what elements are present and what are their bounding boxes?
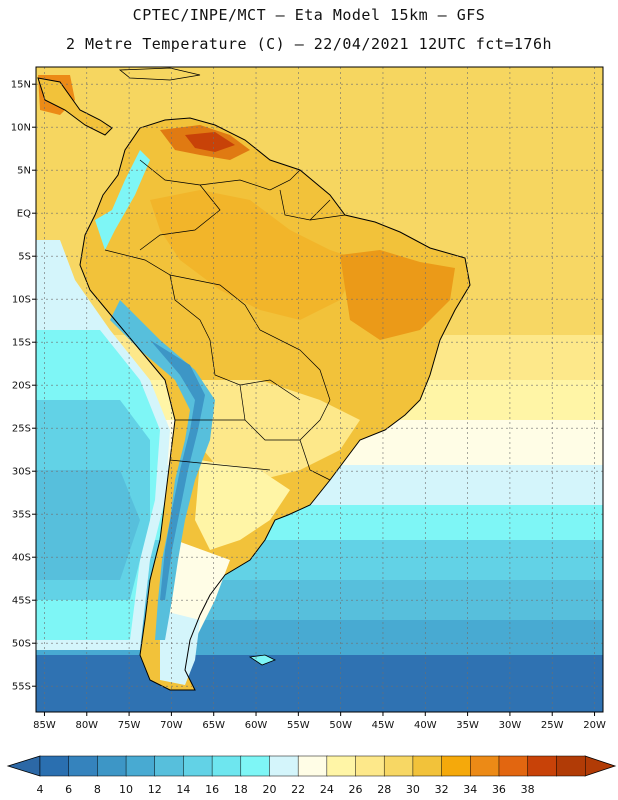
lat-label: 5S bbox=[18, 252, 31, 263]
colorbar-label: 14 bbox=[176, 783, 190, 796]
lat-label: 5N bbox=[17, 166, 31, 177]
colorbar-swatch bbox=[211, 755, 242, 777]
colorbar-label: 30 bbox=[406, 783, 420, 796]
colorbar-swatch bbox=[326, 755, 357, 777]
lat-label: 10S bbox=[12, 295, 31, 306]
colorbar-swatch bbox=[68, 755, 99, 777]
latitude-labels: 15N 10N 5N EQ 5S 10S 15S 20S 25S 30S 35S 40S 45S 50S 5… bbox=[11, 80, 31, 693]
colorbar-swatch bbox=[383, 755, 414, 777]
colorbar-swatch bbox=[125, 755, 156, 777]
lon-label: 60W bbox=[245, 720, 268, 731]
lat-label: 25S bbox=[12, 424, 31, 435]
lat-label: 50S bbox=[12, 639, 31, 650]
colorbar-swatch bbox=[97, 755, 127, 777]
lon-label: 20W bbox=[583, 720, 606, 731]
colorbar-label: 32 bbox=[435, 783, 449, 796]
lon-label: 40W bbox=[414, 720, 437, 731]
lon-label: 30W bbox=[499, 720, 522, 731]
colorbar-label: 18 bbox=[234, 783, 248, 796]
map-field bbox=[36, 67, 603, 712]
colorbar-label: 34 bbox=[463, 783, 477, 796]
colorbar-label: 6 bbox=[65, 783, 72, 796]
lat-label: 40S bbox=[12, 553, 31, 564]
colorbar-label: 8 bbox=[94, 783, 101, 796]
colorbar-label: 28 bbox=[377, 783, 391, 796]
lon-label: 65W bbox=[202, 720, 225, 731]
axis-ticks bbox=[32, 83, 596, 716]
colorbar-swatch bbox=[470, 755, 500, 777]
colorbar-label: 20 bbox=[262, 783, 276, 796]
longitude-labels: 85W 80W 75W 70W 65W 60W 55W 50W 45W 40W 35W 30W 25W 2… bbox=[33, 720, 606, 731]
lon-label: 25W bbox=[541, 720, 564, 731]
colorbar-label: 24 bbox=[320, 783, 334, 796]
colorbar-swatch bbox=[441, 755, 472, 777]
colorbar-swatch bbox=[412, 755, 443, 777]
lat-label: 15N bbox=[11, 80, 31, 91]
colorbar-under-arrow bbox=[6, 755, 41, 777]
colorbar-swatch bbox=[527, 755, 558, 777]
lat-label: 20S bbox=[12, 381, 31, 392]
colorbar-swatch bbox=[556, 755, 586, 777]
lat-label: 55S bbox=[12, 682, 31, 693]
lon-label: 70W bbox=[160, 720, 183, 731]
lat-label: 35S bbox=[12, 510, 31, 521]
lon-label: 50W bbox=[329, 720, 352, 731]
lon-label: 55W bbox=[287, 720, 310, 731]
colorbar-label: 22 bbox=[291, 783, 305, 796]
colorbar-swatch bbox=[39, 755, 70, 777]
lat-label: 10N bbox=[11, 123, 31, 134]
title-line-2: 2 Metre Temperature (C) – 22/04/2021 12U… bbox=[65, 35, 553, 53]
colorbar-over-arrow bbox=[584, 755, 617, 777]
lat-label: 15S bbox=[12, 338, 31, 349]
colorbar-label: 4 bbox=[37, 783, 44, 796]
country-borders bbox=[104, 159, 346, 481]
colorbar-label: 12 bbox=[148, 783, 162, 796]
colorbar-label: 16 bbox=[205, 783, 219, 796]
lon-label: 75W bbox=[118, 720, 141, 731]
colorbar-swatch bbox=[154, 755, 185, 777]
lon-label: 35W bbox=[456, 720, 479, 731]
title-line-1: CPTEC/INPE/MCT – Eta Model 15km – GFS bbox=[132, 6, 486, 24]
colorbar-swatch bbox=[355, 755, 385, 777]
colorbar-swatch bbox=[269, 755, 299, 777]
colorbar-label: 10 bbox=[119, 783, 133, 796]
lon-label: 85W bbox=[33, 720, 56, 731]
colorbar-label: 36 bbox=[492, 783, 506, 796]
colorbar-swatch bbox=[498, 755, 529, 777]
lon-label: 45W bbox=[372, 720, 395, 731]
lat-label: 30S bbox=[12, 467, 31, 478]
colorbar bbox=[6, 755, 617, 777]
colorbar-label: 38 bbox=[521, 783, 535, 796]
lat-label: 45S bbox=[12, 596, 31, 607]
lat-label: EQ bbox=[17, 209, 31, 220]
colorbar-label: 26 bbox=[349, 783, 363, 796]
colorbar-swatch bbox=[297, 755, 328, 777]
colorbar-swatch bbox=[183, 755, 213, 777]
lon-label: 80W bbox=[75, 720, 98, 731]
colorbar-labels: 4 6 8 10 12 14 16 18 20 22 24 26 28 30 32 34 36 38 bbox=[37, 783, 535, 796]
colorbar-swatch bbox=[240, 755, 271, 777]
map-frame bbox=[35, 66, 604, 713]
